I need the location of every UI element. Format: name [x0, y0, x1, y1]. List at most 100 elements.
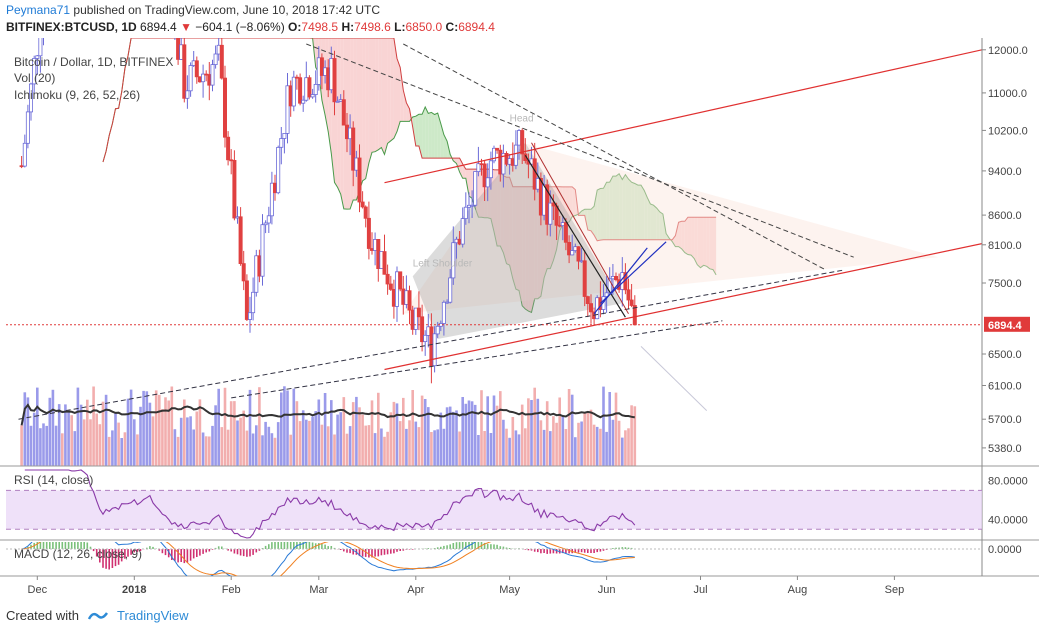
volume-bar	[555, 422, 558, 466]
ichimoku-cloud-segment	[684, 217, 688, 255]
volume-bar	[405, 428, 408, 466]
candle-body	[207, 74, 212, 86]
ichimoku-cloud-segment	[653, 205, 657, 240]
last-price: 6894.4	[140, 20, 177, 34]
volume-bar	[448, 406, 452, 466]
ichimoku-cloud-segment	[675, 222, 679, 247]
volume-bar	[104, 394, 108, 466]
volume-ma-line	[20, 403, 635, 426]
volume-bar	[98, 424, 102, 466]
volume-bar	[61, 433, 64, 466]
ohlc-bar: BITFINEX:BTCUSD, 1D 6894.4 ▼ −604.1 (−8.…	[6, 20, 495, 34]
volume-bar	[154, 390, 158, 466]
candle-body	[360, 201, 365, 208]
volume-bar	[611, 419, 615, 466]
ichimoku-cloud-segment	[415, 114, 419, 146]
candle-body	[185, 90, 190, 99]
volume-bar	[342, 397, 346, 466]
candle-body	[373, 238, 378, 251]
volume-bar	[552, 416, 555, 466]
volume-bar	[217, 388, 220, 466]
author-link[interactable]: Peymana71	[6, 3, 71, 17]
volume-bar	[461, 397, 464, 466]
volume-bar	[308, 420, 311, 466]
rsi-legend: RSI (14, close)	[14, 473, 93, 487]
volume-bar	[380, 428, 383, 466]
ichimoku-cloud-segment	[709, 217, 713, 270]
tradingview-brand[interactable]: TradingView	[116, 608, 189, 623]
candle-body	[604, 292, 609, 298]
volume-bar	[348, 426, 352, 466]
candle-body	[435, 325, 440, 335]
candle-body	[576, 246, 581, 262]
volume-bar	[267, 426, 271, 466]
candle-body	[554, 205, 559, 226]
candle-body	[551, 202, 556, 207]
candle-body	[538, 177, 543, 216]
volume-bar	[183, 399, 186, 466]
macd-legend: MACD (12, 26, close, 9)	[14, 547, 142, 561]
candle-body	[629, 299, 634, 306]
ichimoku-cloud-segment	[706, 217, 710, 269]
candle-body	[244, 280, 249, 320]
volume-bar	[570, 394, 574, 466]
volume-bar	[223, 387, 227, 466]
candle-body	[276, 147, 281, 194]
volume-bar	[273, 437, 277, 466]
volume-bar	[624, 430, 627, 466]
volume-bar	[602, 386, 605, 466]
ichimoku-cloud-segment	[691, 217, 695, 259]
candle-body	[238, 216, 243, 265]
volume-bar	[29, 425, 33, 466]
volume-bar	[567, 389, 571, 466]
volume-bar	[336, 414, 339, 466]
volume-bar	[114, 412, 117, 466]
candle-body	[25, 111, 30, 144]
close-value: 6894.4	[458, 20, 495, 34]
candle-body	[226, 136, 231, 161]
volume-bar	[148, 402, 152, 466]
candle-body	[35, 55, 40, 59]
volume-bar	[311, 416, 314, 466]
ichimoku-cloud-segment	[609, 176, 613, 240]
volume-bar	[517, 434, 521, 466]
volume-bar	[627, 428, 630, 466]
x-tick-label: Feb	[222, 584, 241, 596]
volume-bar	[161, 409, 164, 466]
down-arrow-icon: ▼	[180, 20, 192, 34]
volume-bar	[377, 392, 380, 466]
volume-bar	[167, 400, 170, 466]
volume-bar	[580, 421, 583, 466]
volume-bar	[173, 429, 177, 466]
volume-bar	[64, 404, 67, 466]
candle-body	[488, 160, 493, 179]
volume-bar	[76, 387, 80, 466]
y-tick-label: 8100.0	[988, 240, 1022, 252]
volume-bar	[411, 390, 414, 466]
candle-body	[570, 250, 575, 256]
candle-body	[460, 218, 465, 245]
volume-bar	[270, 433, 274, 466]
volume-bar	[204, 436, 208, 466]
last-price-tag-label: 6894.4	[988, 320, 1023, 332]
candle-body	[585, 296, 590, 305]
rsi-band	[6, 490, 982, 530]
candle-body	[513, 144, 518, 166]
candle-body	[626, 289, 631, 301]
ichimoku-cloud-segment	[597, 188, 601, 241]
chart-area[interactable]: Left Shoulder Head Bitcoin / Dollar, 1D, B…	[0, 38, 1039, 602]
volume-bar	[433, 430, 436, 466]
candle-body	[420, 316, 425, 343]
candle-body	[394, 271, 399, 307]
volume-legend: Vol (20)	[14, 71, 55, 85]
volume-bar	[186, 417, 189, 466]
footer: Created with TradingView	[6, 608, 189, 623]
candle-body	[473, 171, 478, 206]
volume-bar	[492, 395, 496, 466]
blue-channel-line	[593, 247, 648, 315]
candle-body	[495, 147, 500, 151]
candle-body	[491, 147, 496, 162]
volume-bar	[430, 432, 433, 466]
macd-tick-label: 0.0000	[988, 544, 1022, 556]
last-price-tag	[984, 316, 1030, 332]
